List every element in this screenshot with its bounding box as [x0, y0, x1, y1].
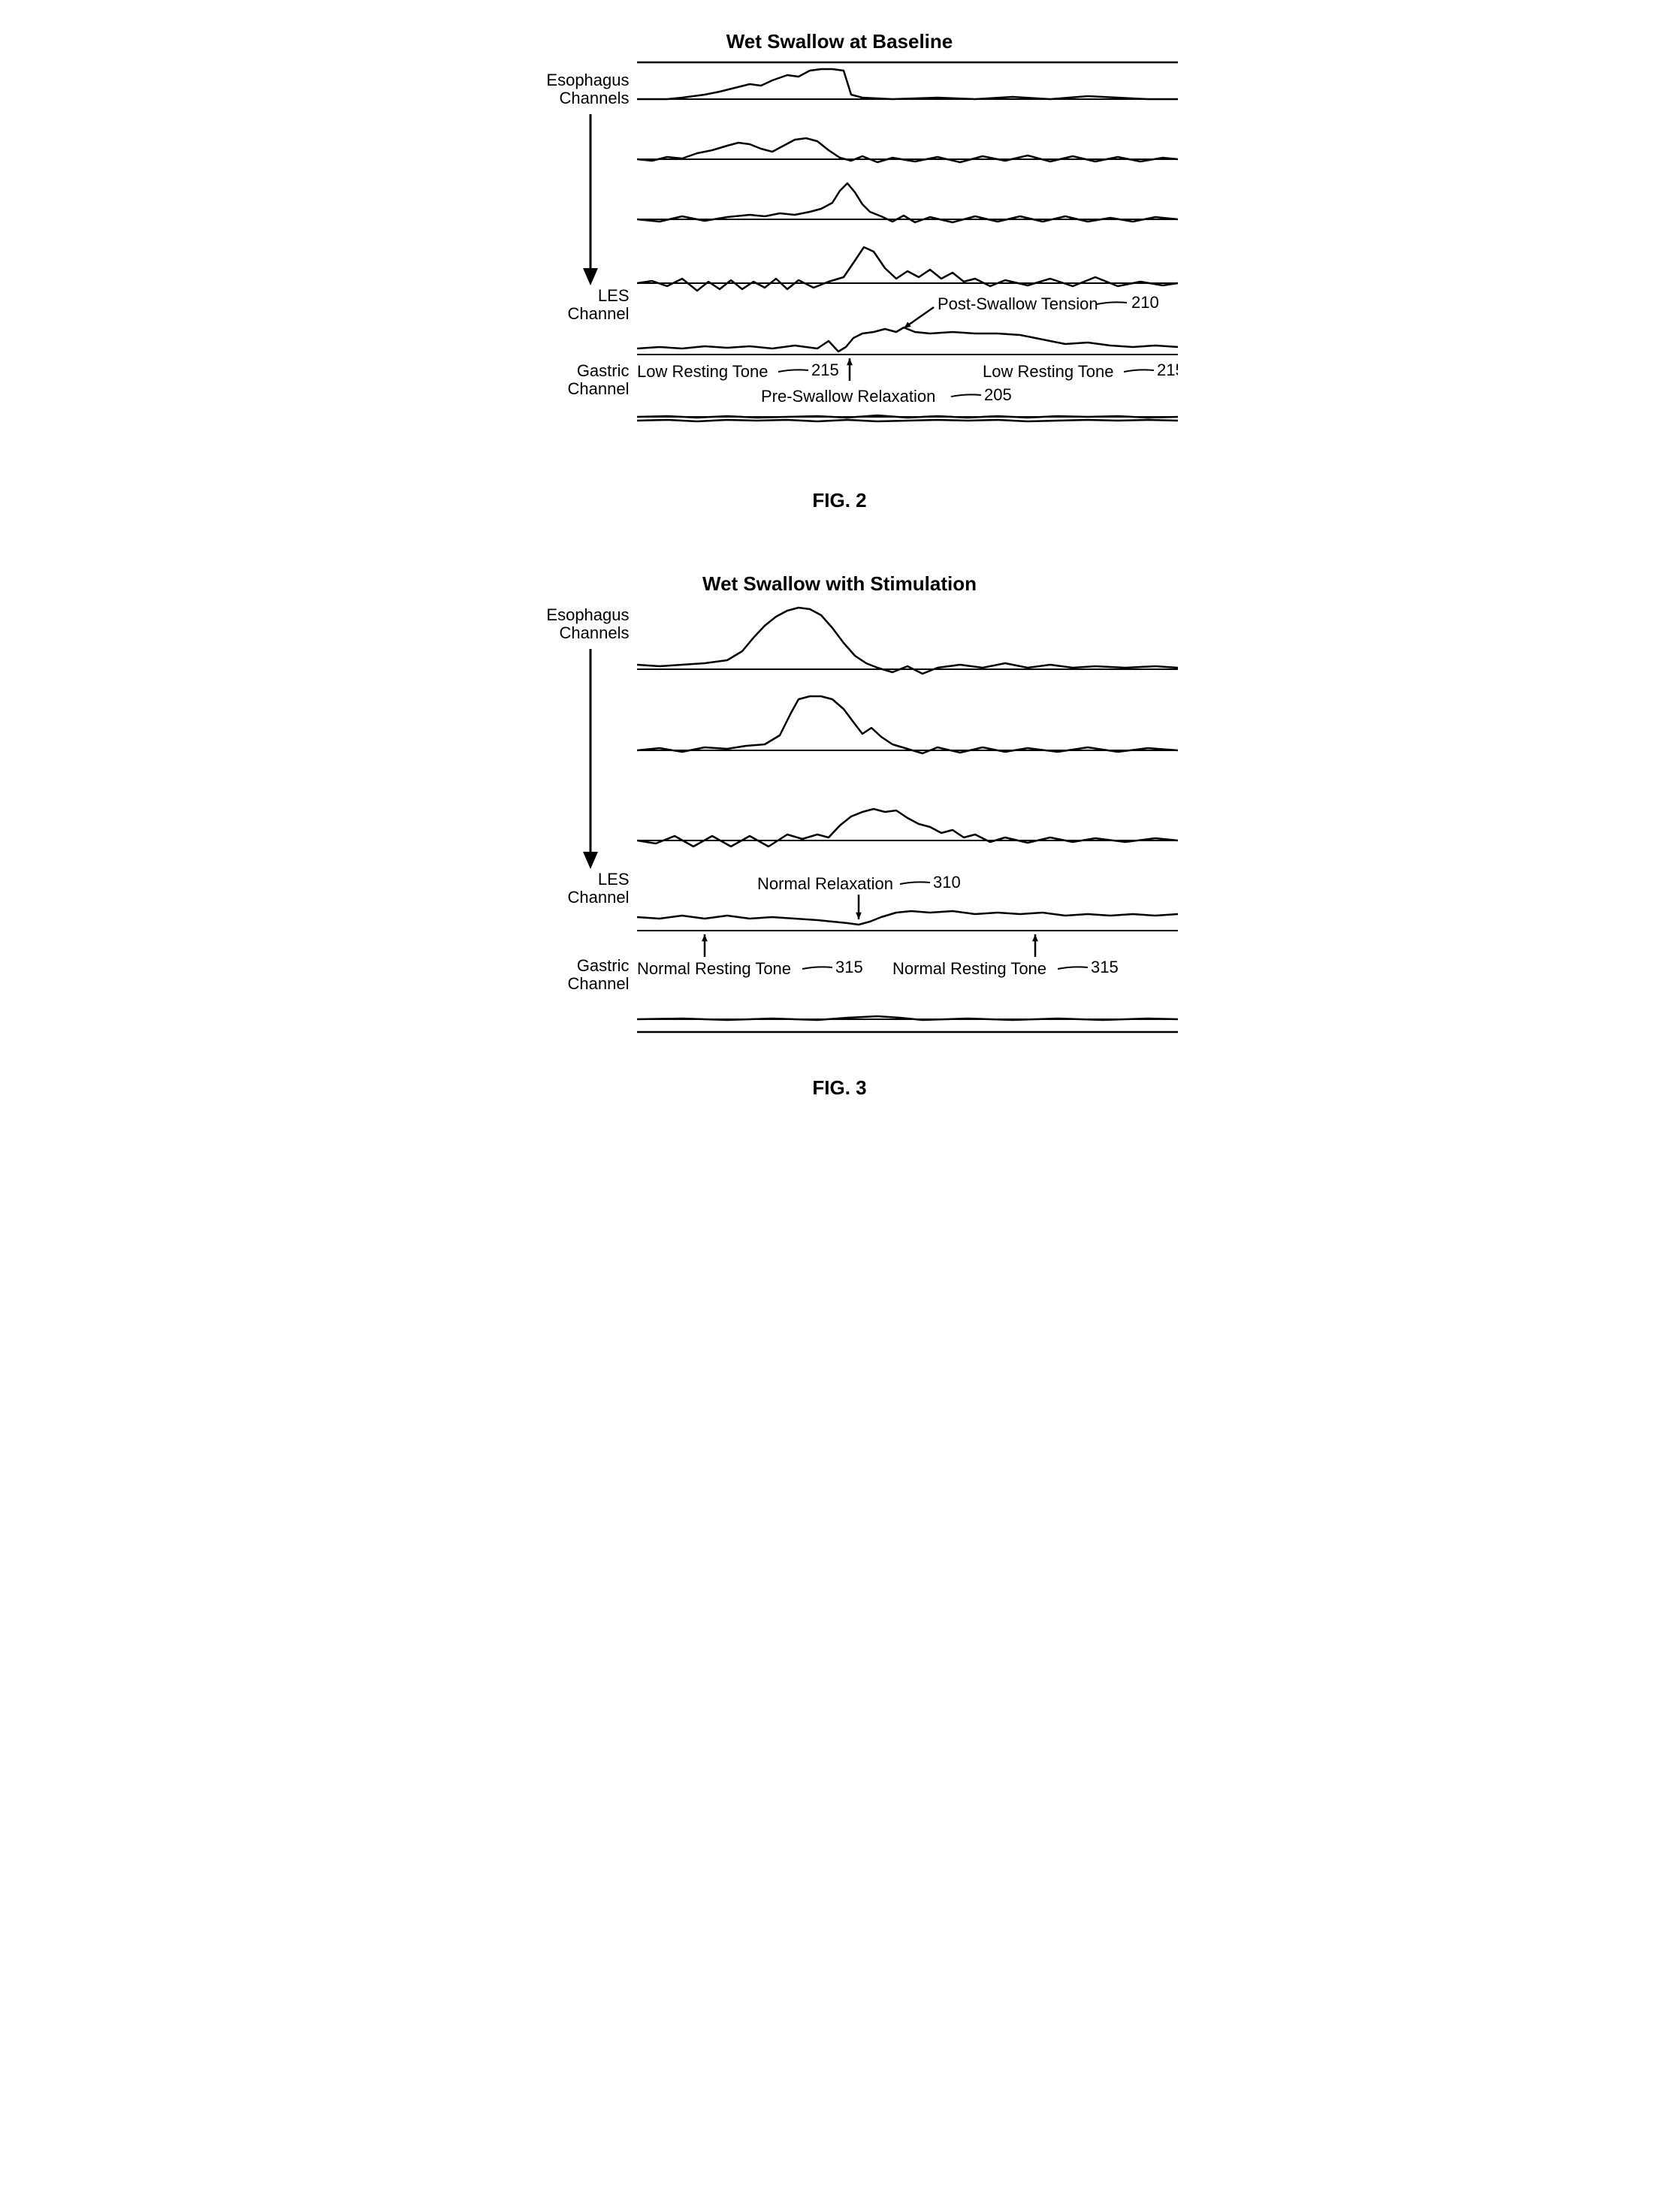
fig2-plot: Post-Swallow Tension 210 Low Resting Tone 2…	[637, 58, 1178, 478]
fig2-left-labels: Esophagus Channels LES Channel Gastric C…	[502, 58, 637, 478]
label-esophagus: Esophagus Channels	[546, 71, 629, 107]
svg-text:Normal Resting Tone: Normal Resting Tone	[637, 959, 791, 978]
svg-text:310: 310	[933, 873, 961, 892]
svg-text:315: 315	[835, 958, 863, 976]
fig3-left-labels: Esophagus Channels LES Channel Gastric C…	[502, 600, 637, 1066]
svg-text:Pre-Swallow Relaxation: Pre-Swallow Relaxation	[761, 387, 935, 406]
fig2-title: Wet Swallow at Baseline	[502, 30, 1178, 53]
fig2-chart: Esophagus Channels LES Channel Gastric C…	[502, 58, 1178, 478]
svg-text:Low Resting Tone: Low Resting Tone	[637, 362, 769, 381]
down-arrow-icon	[581, 649, 599, 871]
figure-3: Wet Swallow with Stimulation Esophagus C…	[502, 572, 1178, 1100]
svg-text:210: 210	[1131, 293, 1159, 312]
svg-text:Normal Resting Tone: Normal Resting Tone	[892, 959, 1046, 978]
fig2-caption: FIG. 2	[502, 489, 1178, 512]
figure-2: Wet Swallow at Baseline Esophagus Channe…	[502, 30, 1178, 512]
svg-text:Low Resting Tone: Low Resting Tone	[983, 362, 1114, 381]
fig3-title: Wet Swallow with Stimulation	[502, 572, 1178, 596]
svg-text:205: 205	[984, 385, 1012, 404]
label-les: LES Channel	[568, 287, 630, 323]
svg-text:215: 215	[811, 361, 839, 379]
svg-text:215: 215	[1157, 361, 1178, 379]
label-esophagus: Esophagus Channels	[546, 606, 629, 642]
svg-text:Normal Relaxation: Normal Relaxation	[757, 874, 893, 893]
svg-text:315: 315	[1091, 958, 1119, 976]
label-gastric: Gastric Channel	[568, 957, 630, 993]
label-les: LES Channel	[568, 871, 630, 907]
fig3-plot: Normal Relaxation 310 Normal Resting Tone 3…	[637, 600, 1178, 1066]
label-gastric: Gastric Channel	[568, 362, 630, 398]
fig3-chart: Esophagus Channels LES Channel Gastric C…	[502, 600, 1178, 1066]
fig3-caption: FIG. 3	[502, 1076, 1178, 1100]
svg-text:Post-Swallow Tension: Post-Swallow Tension	[938, 294, 1098, 313]
down-arrow-icon	[581, 114, 599, 287]
